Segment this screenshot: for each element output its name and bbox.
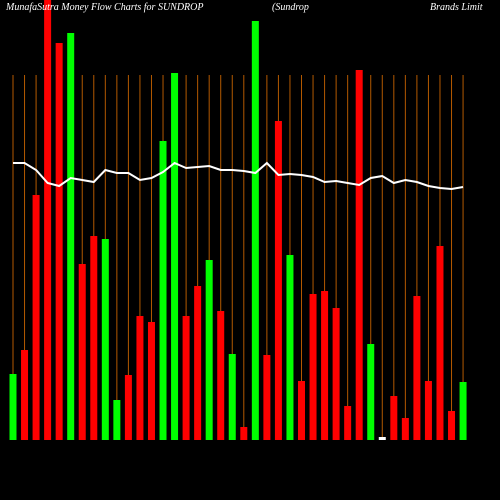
bar: [240, 427, 248, 440]
bar: [78, 264, 86, 440]
bar: [9, 374, 17, 440]
line: [13, 161, 464, 191]
bar: [448, 411, 456, 440]
bar: [286, 255, 294, 440]
bar: [205, 260, 213, 440]
bar: [263, 355, 271, 440]
chart-subtitle: (Sundrop: [272, 2, 309, 13]
bar: [344, 406, 352, 440]
bar: [390, 396, 398, 440]
bar: [44, 0, 52, 440]
bar: [101, 239, 109, 440]
bar: [21, 350, 29, 440]
bar: [401, 418, 409, 440]
bar: [90, 236, 98, 440]
bar: [274, 121, 282, 440]
bar: [113, 400, 121, 440]
bar: [459, 382, 467, 440]
chart-title: MunafaSutra Money Flow Charts for SUNDRO…: [5, 2, 204, 13]
bar: [298, 381, 305, 440]
bar: [251, 21, 259, 440]
bar: [413, 296, 421, 440]
bar: [124, 375, 132, 440]
bar: [67, 33, 75, 440]
bar: [194, 286, 202, 440]
bar: [217, 311, 225, 440]
bar: [159, 141, 167, 440]
bar: [147, 322, 155, 440]
bar: [182, 316, 190, 440]
bar: [309, 294, 317, 440]
bar: [436, 246, 444, 440]
bar: [32, 195, 40, 440]
bar: [355, 70, 363, 440]
bar: [367, 344, 375, 440]
bar: [321, 291, 329, 440]
bar: [378, 437, 386, 440]
bar: [171, 73, 179, 440]
bar: [332, 308, 340, 440]
chart-subtitle: Brands Limit: [430, 2, 483, 13]
bar: [228, 354, 236, 440]
bar: [424, 381, 432, 440]
plot-area: [9, 0, 467, 440]
bar: [136, 316, 144, 440]
bar: [55, 43, 63, 440]
